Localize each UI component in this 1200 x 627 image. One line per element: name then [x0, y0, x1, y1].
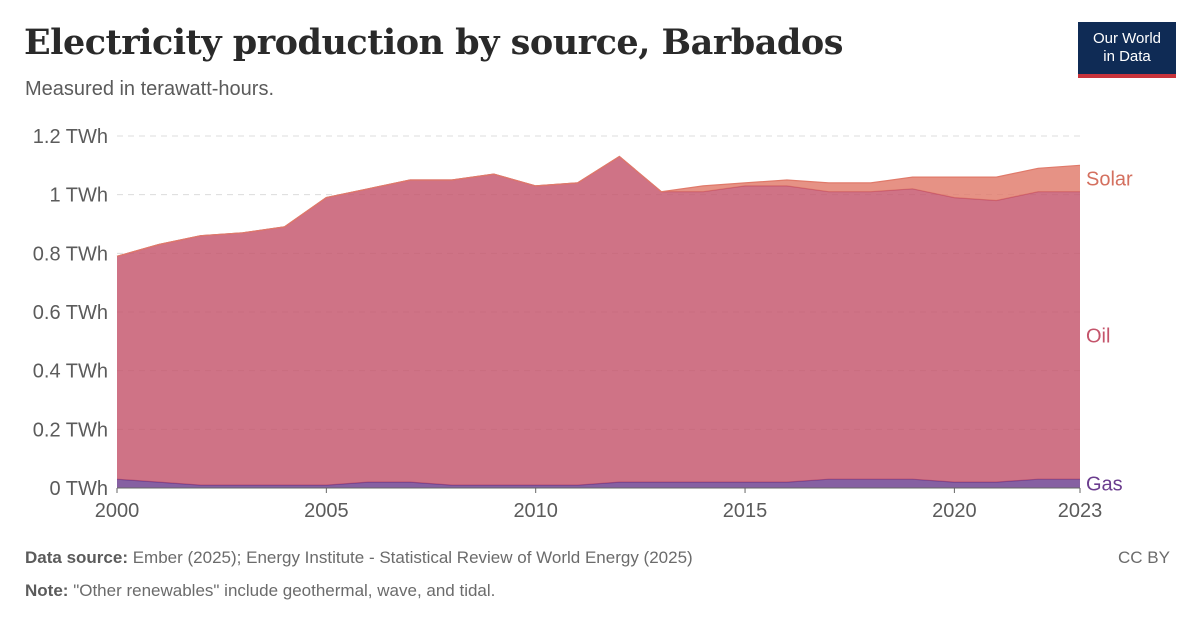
chart-subtitle: Measured in terawatt-hours. [25, 78, 275, 100]
series-label-gas[interactable]: Gas [1086, 474, 1123, 496]
series-label-oil[interactable]: Oil [1086, 325, 1110, 347]
y-tick-label: 0.6 TWh [33, 302, 108, 324]
y-tick-label: 0.4 TWh [33, 361, 108, 383]
x-tick-label: 2023 [1058, 500, 1103, 522]
source-label: Data source: [25, 548, 128, 567]
series-label-solar[interactable]: Solar [1086, 169, 1133, 191]
data-source: Data source: Ember (2025); Energy Instit… [25, 548, 693, 568]
y-tick-label: 0 TWh [49, 478, 108, 500]
logo-line-2: in Data [1103, 48, 1151, 65]
x-tick-label: 2020 [932, 500, 977, 522]
owid-logo[interactable]: Our World in Data [1078, 22, 1176, 78]
y-tick-label: 1 TWh [49, 185, 108, 207]
y-tick-label: 0.2 TWh [33, 419, 108, 441]
x-tick-label: 2010 [513, 500, 558, 522]
x-tick-label: 2005 [304, 500, 349, 522]
source-text[interactable]: Ember (2025); Energy Institute - Statist… [132, 548, 693, 567]
area-oil[interactable] [117, 156, 1080, 486]
license-link[interactable]: CC BY [1118, 548, 1170, 567]
y-tick-label: 0.8 TWh [33, 243, 108, 265]
note-label: Note: [25, 581, 69, 600]
note-text: "Other renewables" include geothermal, w… [73, 581, 496, 600]
chart-note: Note: "Other renewables" include geother… [25, 581, 495, 601]
y-tick-label: 1.2 TWh [33, 126, 108, 148]
area-outline-solar [116, 155, 1081, 257]
chart-title: Electricity production by source, Barbad… [24, 22, 843, 63]
x-tick-label: 2000 [95, 500, 140, 522]
logo-line-1: Our World [1092, 30, 1162, 47]
x-tick-label: 2015 [723, 500, 768, 522]
